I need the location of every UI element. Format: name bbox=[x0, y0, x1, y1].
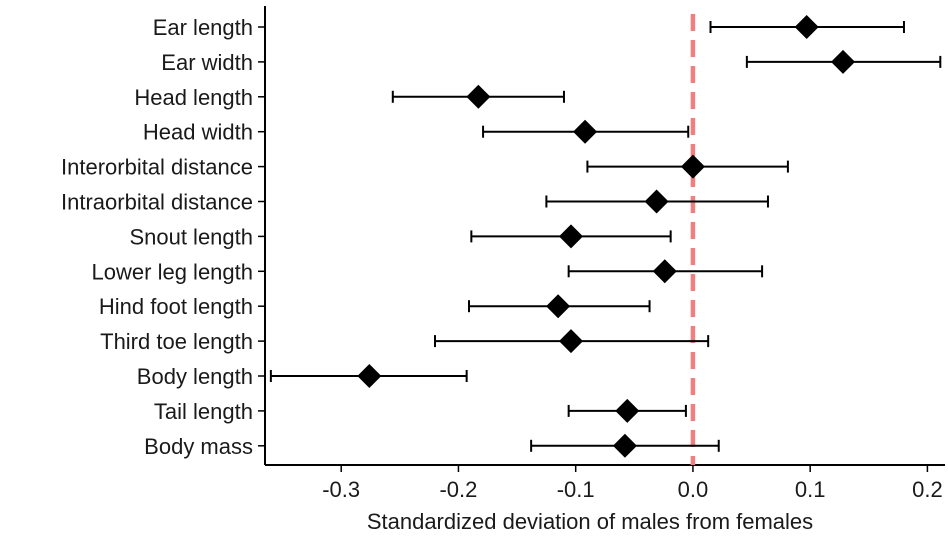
axes bbox=[258, 6, 945, 472]
point-estimate bbox=[357, 364, 382, 388]
point-estimate bbox=[573, 119, 598, 144]
category-label: Head width bbox=[143, 120, 253, 145]
category-label: Intraorbital distance bbox=[61, 190, 253, 215]
point-estimate bbox=[831, 49, 855, 74]
point-estimate bbox=[559, 224, 583, 249]
point-estimate bbox=[680, 154, 705, 179]
point-estimate bbox=[612, 433, 637, 458]
point-estimate bbox=[559, 329, 583, 354]
point-estimate bbox=[652, 259, 677, 284]
x-axis-title: Standardized deviation of males from fem… bbox=[367, 509, 813, 534]
x-tick-label: -0.2 bbox=[439, 477, 477, 502]
category-label: Snout length bbox=[129, 224, 253, 249]
x-tick-label: -0.1 bbox=[557, 477, 595, 502]
point-estimate bbox=[644, 189, 669, 214]
category-label: Third toe length bbox=[100, 329, 253, 354]
category-label: Ear width bbox=[161, 50, 253, 75]
x-tick-label: 0.0 bbox=[678, 477, 709, 502]
category-label: Body length bbox=[137, 364, 253, 389]
point-estimate bbox=[546, 294, 571, 319]
x-tick-label: -0.3 bbox=[322, 477, 360, 502]
category-label: Ear length bbox=[153, 15, 253, 40]
category-label: Head length bbox=[134, 85, 253, 110]
x-tick-label: 0.1 bbox=[795, 477, 826, 502]
category-label: Body mass bbox=[144, 434, 253, 459]
category-label: Hind foot length bbox=[99, 294, 253, 319]
category-label: Interorbital distance bbox=[61, 155, 253, 180]
labels: -0.3 -0.2 -0.1 0.0 0.1 0.2 Ear length Ear width… bbox=[61, 15, 943, 502]
category-label: Lower leg length bbox=[92, 259, 253, 284]
category-label: Tail length bbox=[154, 399, 253, 424]
x-tick-label: 0.2 bbox=[912, 477, 943, 502]
point-estimate bbox=[794, 15, 819, 39]
marks bbox=[269, 15, 942, 458]
point-estimate bbox=[615, 398, 640, 423]
point-estimate bbox=[466, 84, 491, 109]
